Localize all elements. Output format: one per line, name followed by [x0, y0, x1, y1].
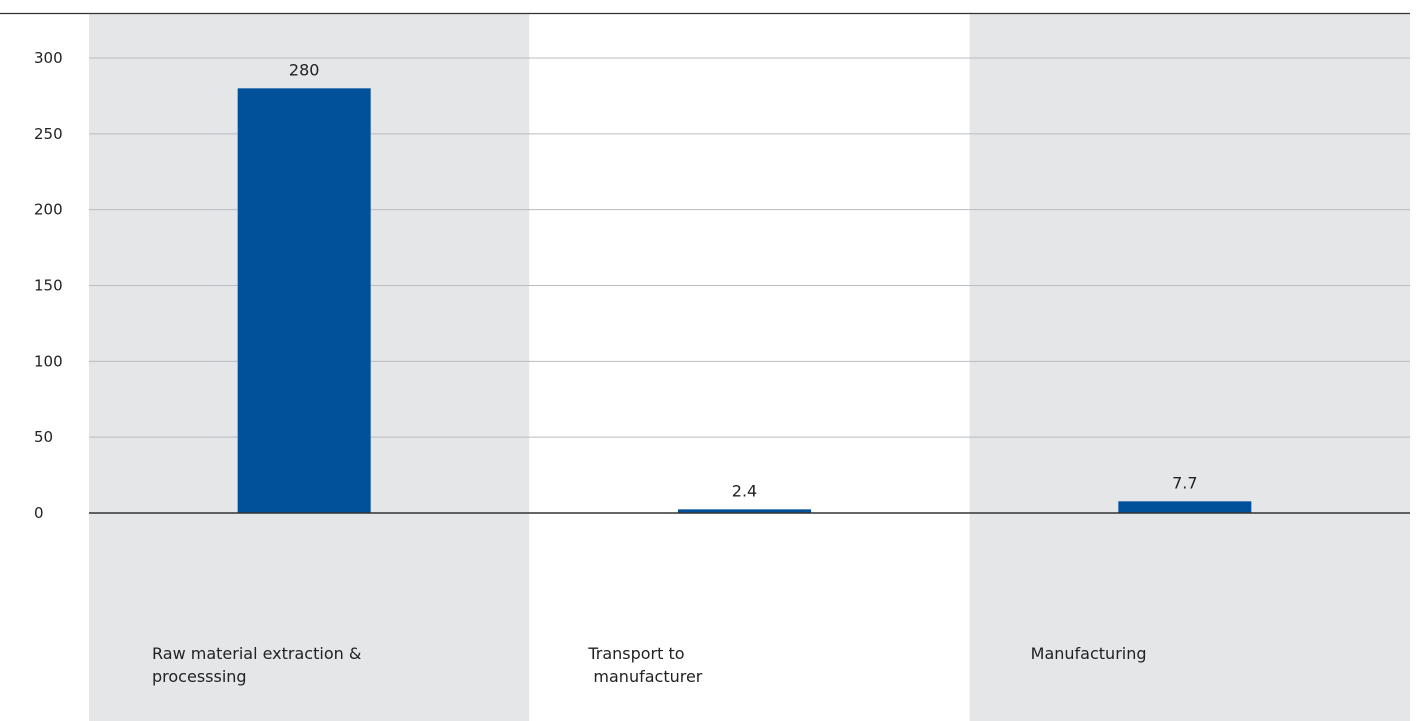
category-band: [969, 14, 1410, 721]
category-label-line: processsing: [152, 667, 247, 686]
category-label: Raw material extraction & processsing: [152, 644, 361, 686]
y-tick-label: 50: [34, 428, 53, 446]
y-tick-label: 100: [34, 352, 63, 370]
category-label-line: Manufacturing: [1031, 644, 1147, 663]
data-label: 7.7: [1172, 473, 1197, 492]
y-tick-label: 150: [34, 277, 63, 295]
bar: [678, 509, 811, 513]
category-label-line: Raw material extraction &: [152, 644, 361, 663]
category-label: Transport to manufacturer: [587, 644, 702, 686]
bars: [237, 88, 1252, 513]
data-labels: 280 2.4 7.7: [289, 60, 1198, 500]
y-axis-ticks: 0 50 100 150 200 250 300: [34, 49, 63, 522]
category-label-line: Transport to: [587, 644, 684, 663]
y-tick-label: 250: [34, 125, 63, 143]
data-label: 2.4: [732, 481, 757, 500]
category-labels: Raw material extraction & processsing Tran…: [152, 644, 1147, 686]
category-label-line: manufacturer: [588, 667, 702, 686]
bar: [237, 88, 371, 513]
category-band: [529, 14, 970, 721]
category-label: Manufacturing: [1031, 644, 1147, 663]
y-tick-label: 0: [34, 504, 44, 522]
y-tick-label: 200: [34, 201, 63, 219]
y-tick-label: 300: [34, 49, 63, 67]
data-label: 280: [289, 60, 320, 79]
bar: [1118, 501, 1252, 513]
